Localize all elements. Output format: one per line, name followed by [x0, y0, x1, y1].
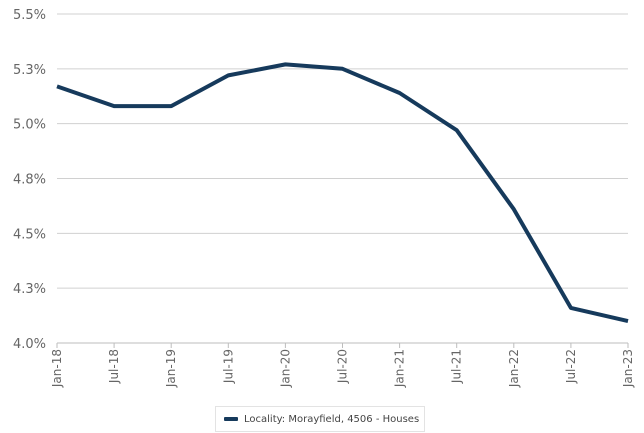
gridlines: [57, 13, 628, 289]
x-tick-label: Jul-18: [107, 349, 121, 384]
y-axis-ticks: 4.0% 4.3% 4.5% 4.8% 5.0% 5.3% 5.5%: [13, 8, 46, 352]
y-tick-label: 4.3%: [13, 282, 46, 297]
series-layer: [56, 62, 629, 324]
x-tick-label: Jan-20: [278, 349, 292, 388]
series-line: [56, 62, 629, 324]
x-tick-label: Jan-19: [164, 349, 178, 388]
legend-label: Locality: Morayfield, 4506 - Houses: [244, 413, 420, 425]
x-tick-label: Jan-21: [393, 349, 407, 388]
x-tick-label: Jul-22: [564, 349, 578, 384]
x-axis-ticks: Jan-18 Jul-18 Jan-19 Jul-19 Jan-20 Jul-20 Jan-…: [50, 343, 635, 388]
legend: Locality: Morayfield, 4506 - Houses: [215, 406, 425, 432]
x-tick-label: Jul-20: [336, 349, 350, 384]
x-tick-label: Jan-22: [507, 349, 521, 388]
y-tick-label: 5.5%: [13, 8, 46, 23]
x-tick-label: Jan-23: [621, 349, 635, 388]
y-tick-label: 5.0%: [13, 118, 46, 133]
y-tick-label: 4.0%: [13, 337, 46, 352]
y-tick-label: 4.5%: [13, 227, 46, 242]
x-tick-label: Jul-19: [221, 349, 235, 384]
x-tick-label: Jan-18: [50, 349, 64, 388]
x-tick-label: Jul-21: [450, 349, 464, 384]
legend-swatch: [224, 417, 238, 421]
y-tick-label: 4.8%: [13, 173, 46, 188]
y-tick-label: 5.3%: [13, 63, 46, 78]
